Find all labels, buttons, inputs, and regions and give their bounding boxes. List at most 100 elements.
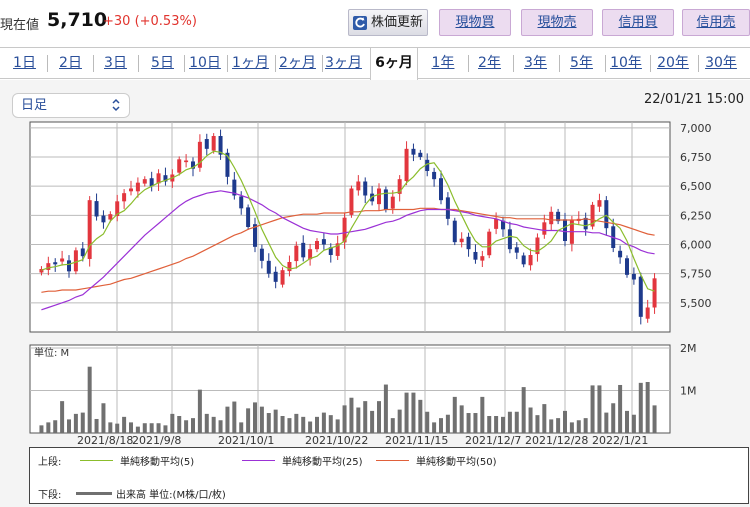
tab-separator	[698, 55, 699, 72]
tab-period[interactable]: 5日	[151, 55, 174, 71]
volume-bar	[225, 406, 230, 433]
tab-period[interactable]: 1ヶ月	[232, 55, 269, 71]
candle-body	[590, 204, 595, 227]
candle-body	[122, 193, 127, 202]
candle-body	[315, 241, 319, 250]
candle-body	[418, 152, 423, 157]
volume-bar	[638, 382, 643, 433]
tab-period[interactable]: 6ヶ月	[370, 48, 418, 80]
volume-bar	[439, 418, 443, 433]
legend-ma5-swatch	[80, 460, 113, 461]
volume-bar	[53, 420, 58, 433]
tab-period[interactable]: 5年	[570, 55, 593, 71]
candle-body	[625, 258, 629, 275]
volume-bar	[569, 422, 574, 433]
tab-separator	[513, 55, 514, 72]
volume-bar	[652, 405, 657, 433]
candle-body	[80, 248, 85, 257]
volume-bar	[218, 420, 223, 433]
volume-bar	[60, 401, 65, 433]
volume-bar	[135, 426, 140, 433]
candle-body	[94, 201, 99, 217]
ma50-line	[41, 207, 655, 293]
tab-separator	[650, 55, 651, 72]
volume-bar	[411, 392, 416, 433]
tab-period[interactable]: 3年	[524, 55, 547, 71]
volume-bar	[459, 405, 464, 433]
interval-select[interactable]: 日足	[12, 93, 130, 118]
time-tick-label: 2021/11/15	[385, 434, 448, 447]
tab-period[interactable]: 10年	[610, 55, 642, 71]
tab-separator	[93, 55, 94, 72]
price-tick-label: 5,750	[680, 268, 712, 281]
volume-bar	[129, 422, 133, 433]
candle-body	[549, 211, 554, 225]
cash-sell-button[interactable]: 現物売	[521, 9, 593, 36]
margin-sell-button[interactable]: 信用売	[682, 9, 750, 36]
refresh-price-button[interactable]: 株価更新	[348, 9, 428, 36]
candle-body	[129, 188, 133, 192]
tab-period[interactable]: 1年	[431, 55, 455, 71]
volume-bar	[604, 412, 609, 433]
volume-bar	[101, 403, 106, 433]
candle-body	[480, 256, 485, 261]
candle-body	[487, 231, 492, 256]
candle-body	[390, 196, 395, 209]
volume-bar	[487, 416, 492, 433]
candle-body	[397, 179, 402, 194]
candle-body	[142, 179, 147, 184]
candle-body	[115, 201, 120, 217]
volume-bar	[349, 397, 354, 433]
tab-period[interactable]: 30年	[705, 55, 737, 71]
tab-separator	[227, 55, 228, 72]
candle-body	[308, 249, 313, 260]
tab-period[interactable]: 2年	[478, 55, 501, 71]
candle-body	[452, 220, 457, 243]
candle-body	[377, 188, 381, 205]
tab-period[interactable]: 3日	[104, 55, 127, 71]
volume-bar	[563, 410, 567, 433]
candle-body	[652, 278, 657, 308]
tab-period[interactable]: 20年	[657, 55, 689, 71]
volume-bar	[432, 422, 437, 433]
candle-body	[225, 152, 230, 177]
candle-body	[432, 171, 437, 180]
volume-bar	[363, 401, 368, 433]
candle-body	[645, 307, 650, 319]
current-price-value: 5,710	[47, 9, 108, 31]
legend-ma25-label: 単純移動平均(25)	[282, 457, 363, 468]
tab-period[interactable]: 3ヶ月	[325, 55, 362, 71]
volume-tick-label: 1M	[680, 385, 697, 398]
volume-bar	[308, 421, 313, 433]
candle-body	[335, 243, 340, 256]
tab-separator	[322, 55, 323, 72]
time-tick-label: 2021/10/22	[305, 434, 368, 447]
volume-bar	[163, 425, 168, 433]
tab-period[interactable]: 1日	[13, 55, 36, 71]
tab-separator	[468, 55, 469, 72]
margin-buy-button[interactable]: 信用買	[602, 9, 674, 36]
time-tick-label: 2021/10/1	[218, 434, 274, 447]
volume-bar	[590, 385, 595, 433]
volume-bar	[177, 416, 182, 433]
tab-separator	[605, 55, 606, 72]
volume-bar	[625, 410, 629, 433]
period-tabs: 1日 2日 3日 5日 10日 1ヶ月 2ヶ月 3ヶ月 6ヶ月 1年 2年 3年 5年 10年 20年 30年	[0, 47, 750, 80]
cash-buy-button[interactable]: 現物買	[439, 9, 511, 36]
candle-body	[439, 178, 443, 201]
candle-body	[618, 250, 623, 258]
interval-select-value: 日足	[21, 98, 48, 113]
refresh-icon	[353, 16, 367, 30]
candle-body	[246, 207, 251, 227]
candle-body	[445, 197, 450, 219]
tab-period[interactable]: 2ヶ月	[279, 55, 316, 71]
candle-body	[101, 215, 106, 223]
tab-period[interactable]: 2日	[59, 55, 82, 71]
volume-bar	[115, 423, 120, 433]
tab-period[interactable]: 10日	[189, 55, 221, 71]
candle-body	[149, 178, 154, 187]
volume-bar	[404, 392, 409, 433]
candle-body	[514, 247, 519, 253]
volume-bar	[67, 419, 71, 433]
